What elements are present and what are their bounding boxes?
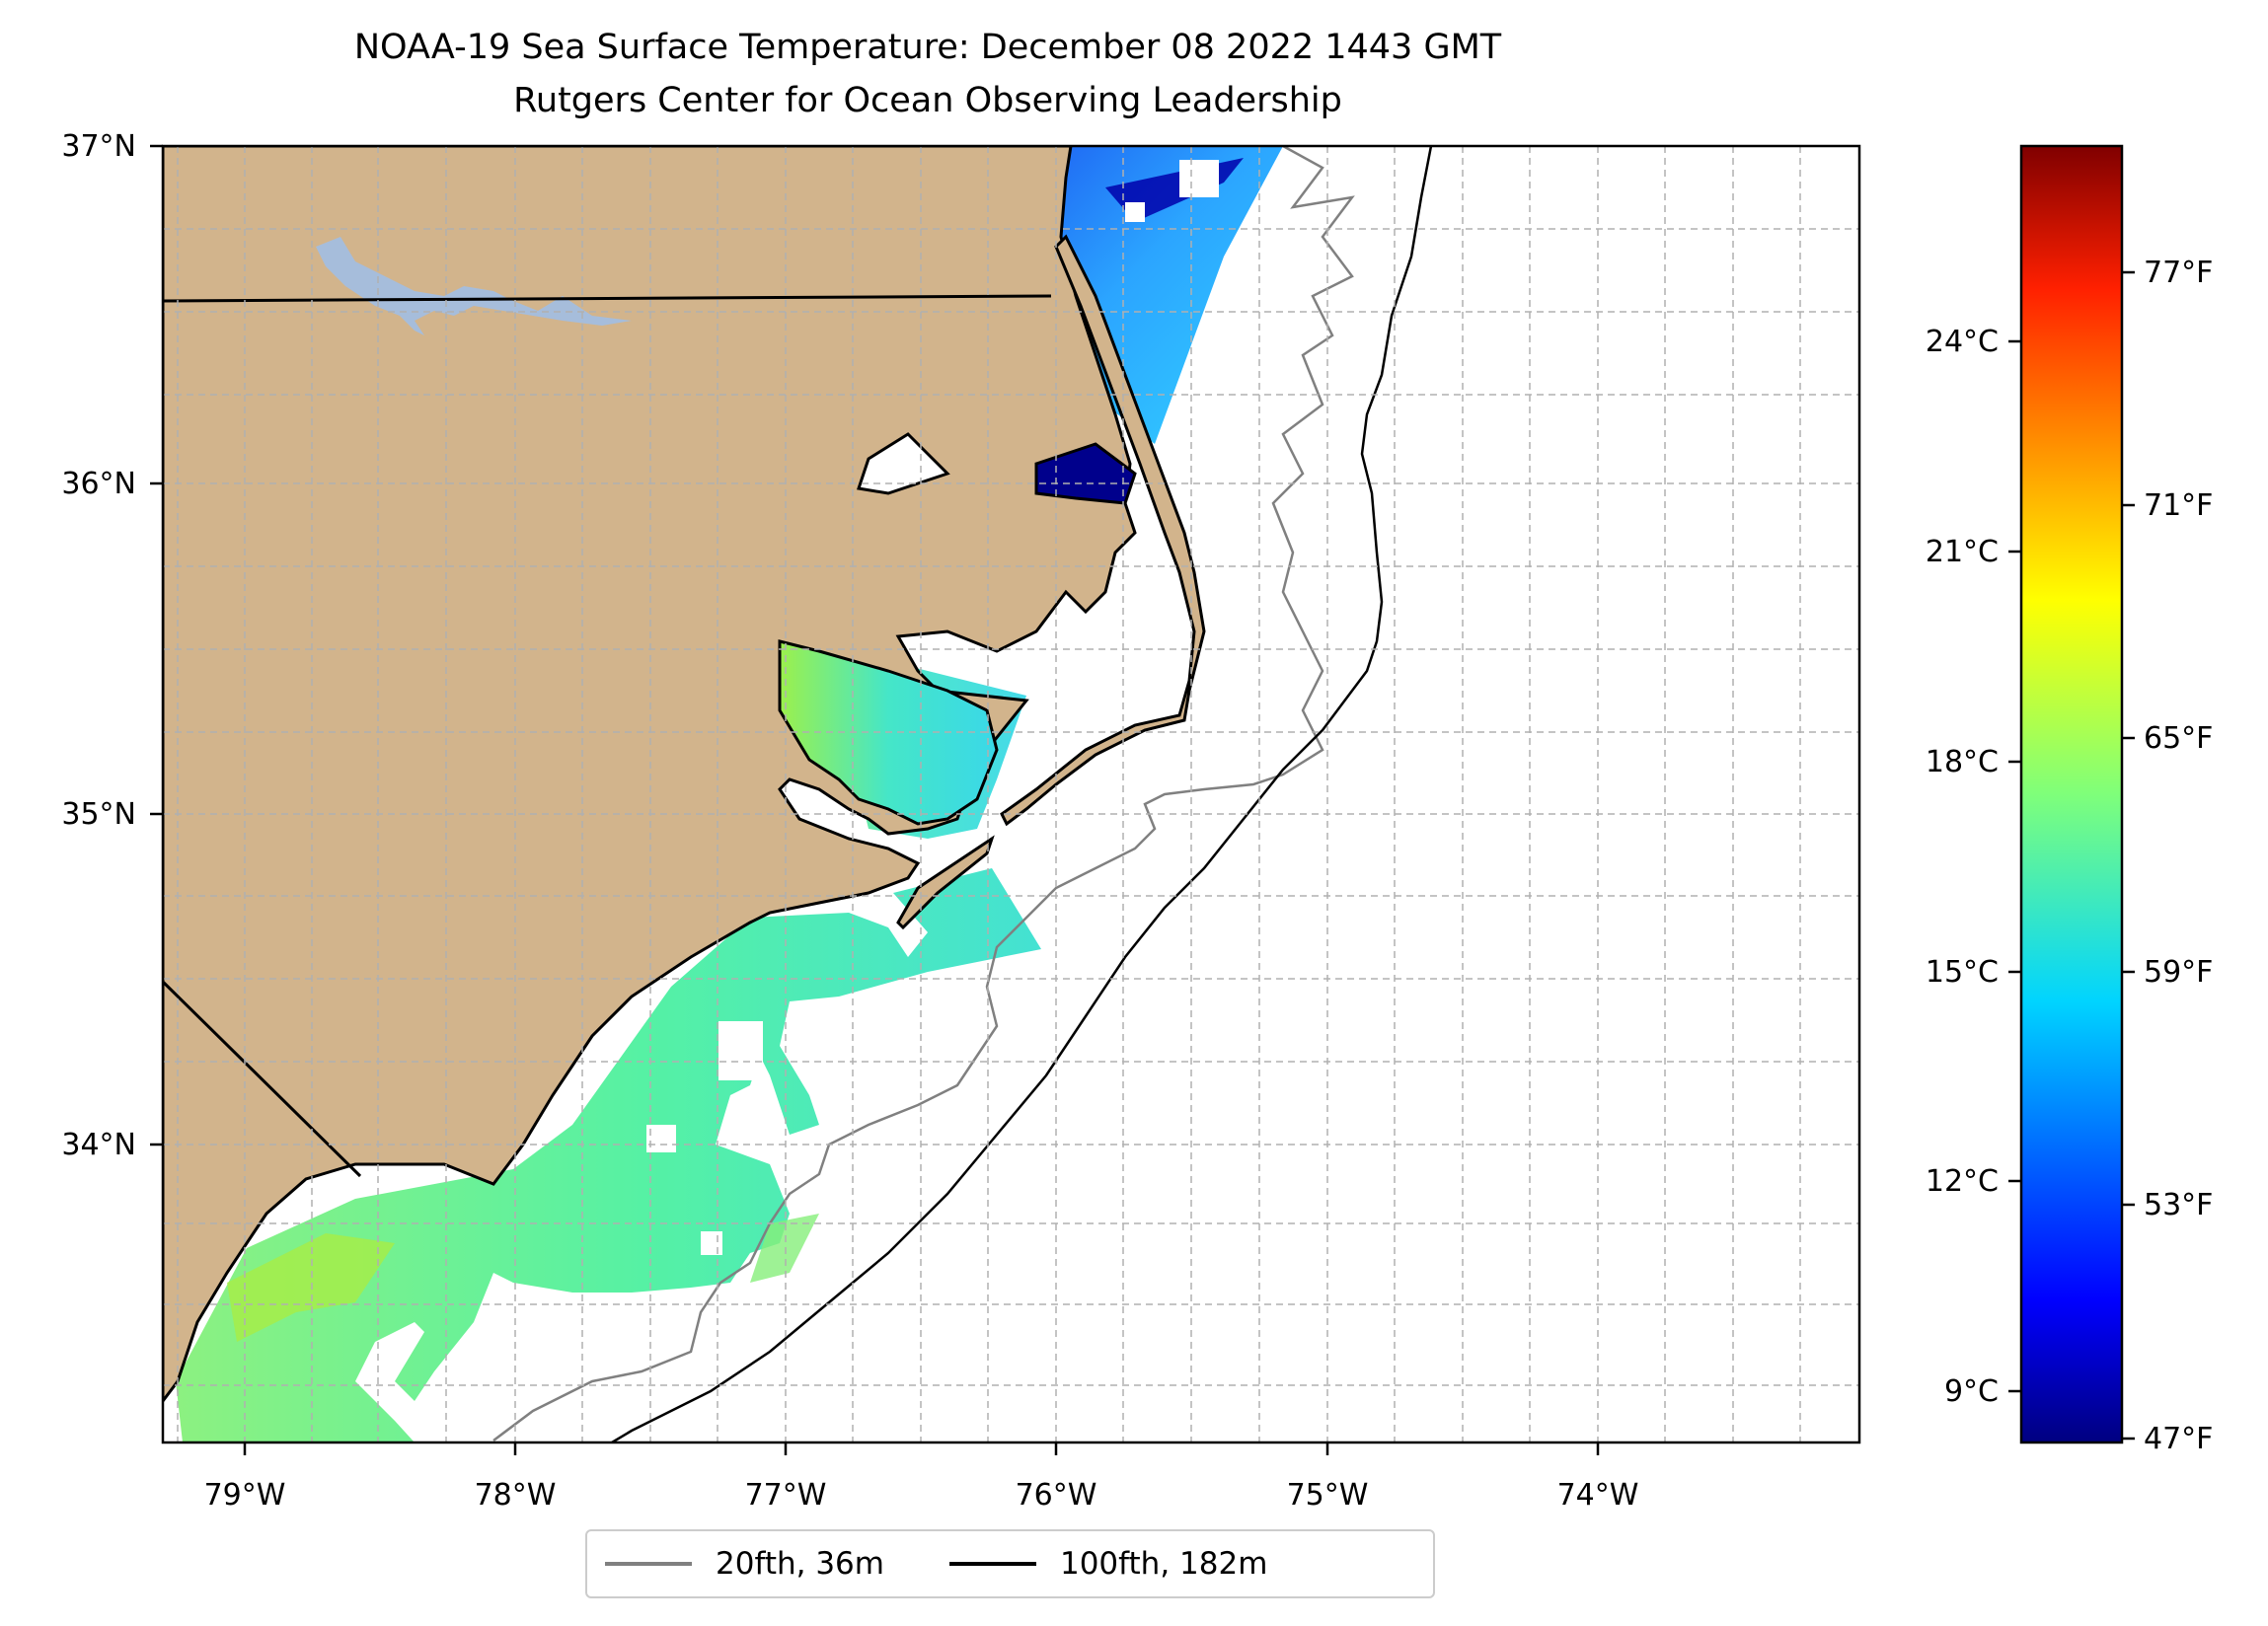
lat-label-36n: 36°N bbox=[61, 467, 136, 501]
isobath-legend: 20fth, 36m 100fth, 182m bbox=[585, 1529, 1435, 1598]
legend-line-gray bbox=[605, 1562, 692, 1566]
isobath-20fth bbox=[492, 146, 1355, 1441]
legend-label-20fth: 20fth, 36m bbox=[716, 1546, 884, 1582]
colorbar-f-59: 59°F bbox=[2144, 955, 2213, 990]
colorbar-c-15: 15°C bbox=[1926, 955, 1999, 990]
map-subtitle: Rutgers Center for Ocean Observing Leade… bbox=[513, 81, 1342, 120]
axis-ticks bbox=[150, 144, 1600, 1455]
colorbar-c-24: 24°C bbox=[1926, 325, 1999, 359]
lon-label-78w: 78°W bbox=[475, 1478, 557, 1513]
lon-label-79w: 79°W bbox=[204, 1478, 286, 1513]
legend-item-100fth: 100fth, 182m bbox=[932, 1546, 1267, 1582]
lon-label-75w: 75°W bbox=[1287, 1478, 1369, 1513]
map-gridlines bbox=[163, 146, 1859, 1442]
lon-label-74w: 74°W bbox=[1557, 1478, 1639, 1513]
legend-item-20fth: 20fth, 36m bbox=[587, 1546, 884, 1582]
colorbar-c-21: 21°C bbox=[1926, 535, 1999, 569]
legend-label-100fth: 100fth, 182m bbox=[1059, 1546, 1268, 1582]
map-title: NOAA-19 Sea Surface Temperature: Decembe… bbox=[353, 28, 1502, 67]
colorbar-ticks bbox=[2008, 270, 2135, 1441]
lat-label-34n: 34°N bbox=[61, 1128, 136, 1162]
colorbar-f-53: 53°F bbox=[2144, 1188, 2213, 1222]
colorbar bbox=[2019, 144, 2124, 1444]
lon-label-76w: 76°W bbox=[1016, 1478, 1097, 1513]
kerr-lake bbox=[316, 237, 632, 335]
nc-sc-border bbox=[163, 980, 362, 1178]
colorbar-f-47: 47°F bbox=[2144, 1422, 2213, 1456]
lat-label-37n: 37°N bbox=[61, 129, 136, 164]
va-nc-border bbox=[163, 294, 1052, 303]
map-frame bbox=[161, 144, 1861, 1444]
colorbar-c-12: 12°C bbox=[1926, 1164, 1999, 1199]
colorbar-f-65: 65°F bbox=[2144, 721, 2213, 756]
lat-label-35n: 35°N bbox=[61, 797, 136, 832]
lon-label-77w: 77°W bbox=[745, 1478, 827, 1513]
legend-line-black bbox=[948, 1562, 1036, 1566]
colorbar-c-18: 18°C bbox=[1926, 745, 1999, 779]
colorbar-f-77: 77°F bbox=[2144, 256, 2213, 290]
isobath-100fth bbox=[611, 146, 1433, 1442]
colorbar-f-71: 71°F bbox=[2144, 488, 2213, 523]
colorbar-c-9: 9°C bbox=[1944, 1374, 1999, 1409]
